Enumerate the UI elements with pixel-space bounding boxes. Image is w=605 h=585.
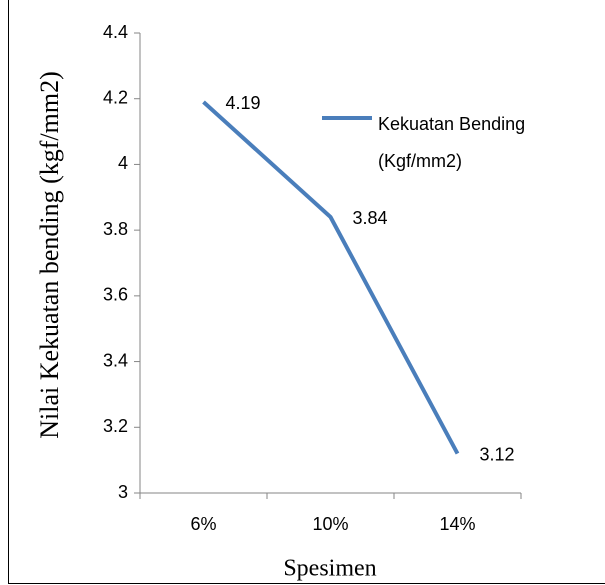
x-tick-label: 14% bbox=[439, 514, 475, 534]
x-tick-label: 6% bbox=[190, 514, 216, 534]
x-tick-label: 10% bbox=[312, 514, 348, 534]
legend-label: Kekuatan Bending (Kgf/mm2) bbox=[378, 114, 526, 171]
value-label: 3.12 bbox=[480, 444, 515, 464]
y-tick-label: 3.6 bbox=[103, 285, 128, 305]
y-tick-label: 4 bbox=[118, 153, 128, 173]
y-tick-label: 4.2 bbox=[103, 87, 128, 107]
y-tick-label: 4.4 bbox=[103, 22, 128, 42]
x-axis-title: Spesimen bbox=[283, 556, 376, 582]
value-label: 3.84 bbox=[353, 208, 388, 228]
y-tick-label: 3 bbox=[118, 482, 128, 502]
y-tick-label: 3.4 bbox=[103, 350, 128, 370]
frame bbox=[8, 0, 605, 584]
y-tick-label: 3.2 bbox=[103, 416, 128, 436]
line-series bbox=[202, 100, 460, 455]
value-label: 4.19 bbox=[226, 93, 261, 113]
y-axis-title: Nilai Kekuatan bending (kgf/mm2) bbox=[35, 71, 64, 439]
y-tick-label: 3.8 bbox=[103, 219, 128, 239]
